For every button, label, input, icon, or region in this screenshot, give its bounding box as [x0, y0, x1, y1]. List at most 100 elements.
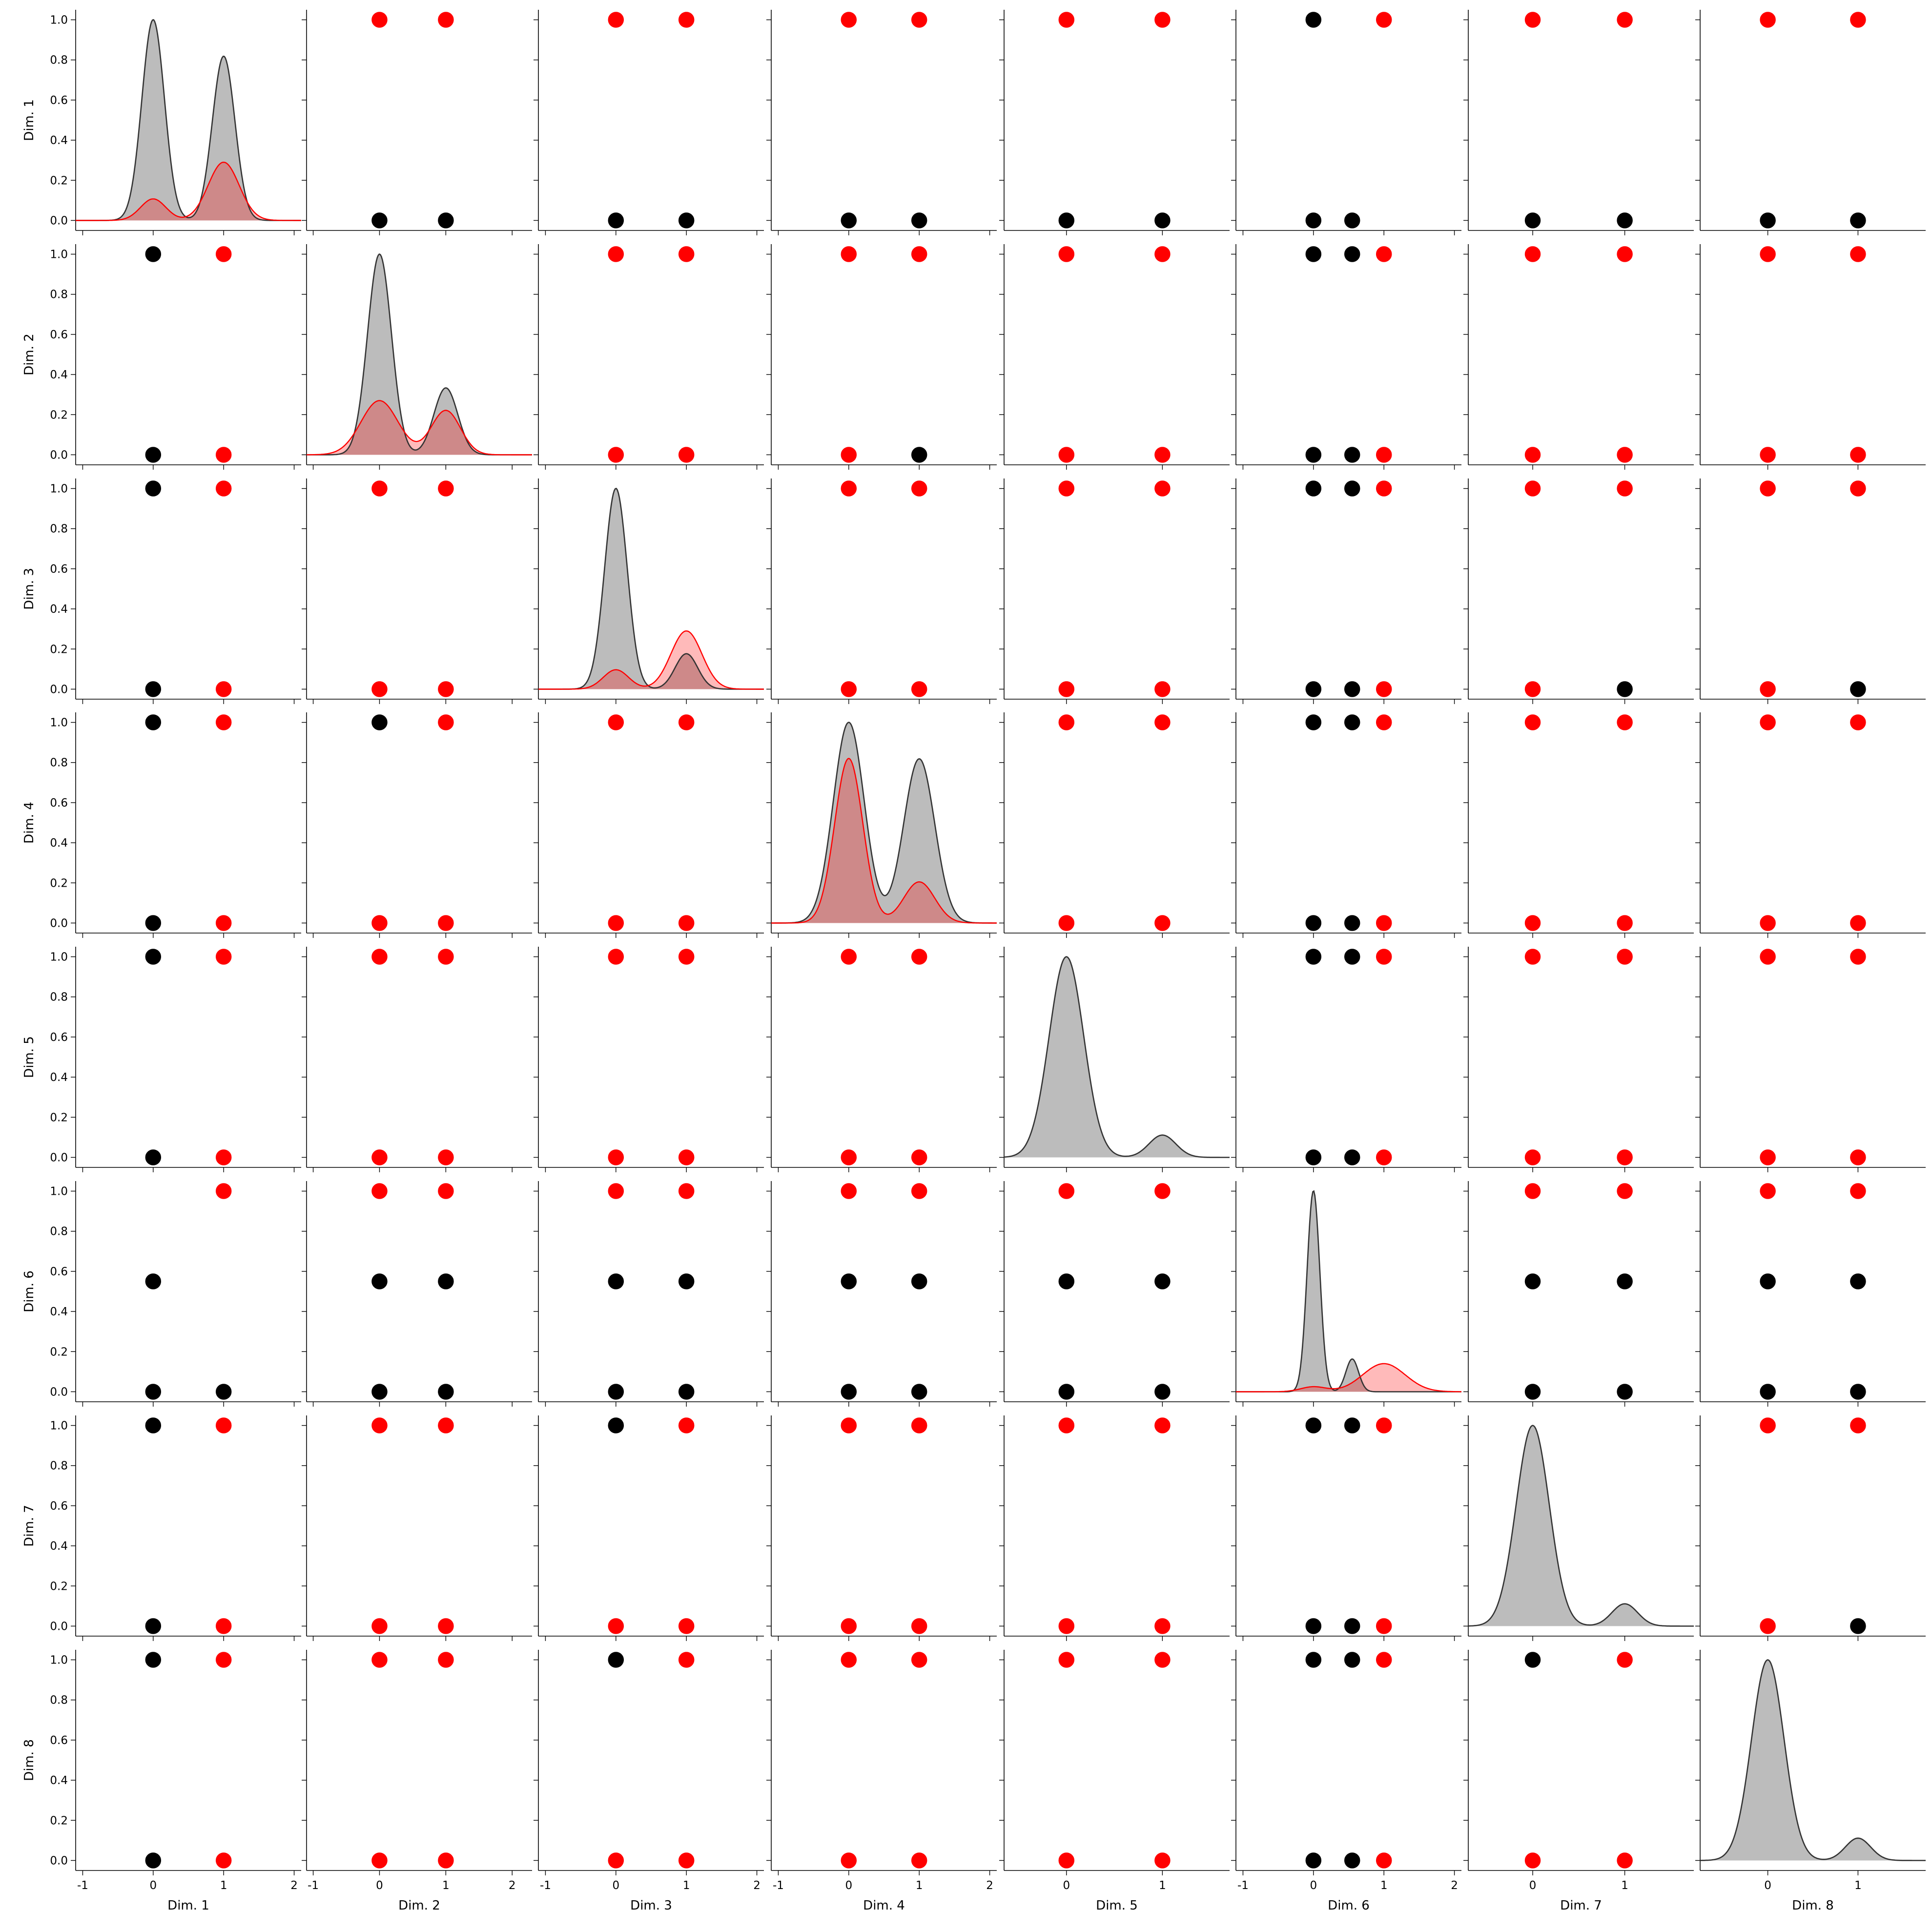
kde-fill-black [1700, 1660, 1926, 1861]
scatter-point-black [1058, 1383, 1075, 1401]
panel-r8-c8: 0 1 Dim. 8 [1695, 1650, 1926, 1913]
panel-r5-c4 [766, 947, 997, 1172]
y-axis-label: Dim. 1 [22, 99, 37, 141]
scatter-point-black [1305, 1416, 1322, 1434]
scatter-point-black [1616, 211, 1634, 229]
panel-r8-c5: 0 1 Dim. 5 [999, 1650, 1230, 1913]
x-axis-label: Dim. 3 [630, 1898, 672, 1913]
scatter-point-red [1153, 479, 1172, 498]
y-tick-label: 1.0 [50, 483, 68, 496]
scatter-point-red [437, 1651, 455, 1669]
scatter-point-red [1524, 245, 1541, 263]
scatter-point-black [910, 211, 928, 229]
scatter-point-red [1375, 948, 1393, 966]
scatter-point-red [370, 1617, 389, 1635]
kde-line-red [1236, 1363, 1461, 1392]
scatter-point-black [370, 211, 389, 229]
panel-r1-c5 [999, 10, 1230, 235]
scatter-point-red [678, 948, 695, 966]
panel-r1-c1: 0.0 0.2 0.4 0.6 0.8 1.0 Dim. 1 [22, 10, 301, 235]
scatter-point-red [678, 1182, 695, 1200]
scatter-point-red [1616, 914, 1634, 932]
x-axis-label: Dim. 4 [863, 1898, 905, 1913]
scatter-point-red [910, 479, 928, 498]
scatter-point-red [437, 948, 455, 966]
kde-fill-red [1236, 1363, 1461, 1392]
scatter-point-red [370, 1851, 389, 1870]
scatter-point-black [607, 1416, 625, 1434]
scatter-point-red [1616, 1148, 1634, 1166]
kde-line-black [538, 488, 764, 690]
scatter-point-red [1524, 948, 1541, 966]
scatter-point-red [607, 11, 625, 29]
scatter-point-red [1524, 680, 1541, 698]
scatter-point-black [144, 680, 162, 698]
scatter-point-red [840, 446, 858, 464]
panel-r1-c7 [1463, 10, 1694, 235]
scatter-point-red [1616, 948, 1634, 966]
panel-r4-c7 [1463, 712, 1694, 938]
scatter-point-black [1849, 680, 1867, 698]
scatter-point-black [144, 1651, 162, 1669]
scatter-point-red [1058, 245, 1075, 263]
scatter-point-red [1849, 245, 1867, 263]
scatter-point-red [1849, 1148, 1867, 1166]
scatter-point-black [1153, 211, 1172, 229]
scatter-point-black [1849, 211, 1867, 229]
scatter-point-red [370, 914, 389, 932]
scatter-point-red [840, 948, 858, 966]
scatter-point-black [1305, 713, 1322, 731]
scatter-point-red [437, 1851, 455, 1870]
y-axis-label: Dim. 2 [22, 333, 37, 375]
panel-r7-c8 [1695, 1415, 1926, 1641]
scatter-point-red [1849, 1182, 1867, 1200]
scatter-point-red [215, 680, 232, 698]
scatter-point-black [1343, 211, 1361, 229]
kde-fill-red [76, 162, 301, 221]
scatter-point-red [1375, 446, 1393, 464]
x-tick-label: -1 [1237, 1879, 1249, 1892]
y-tick-label: 0.6 [50, 797, 68, 810]
panel-r8-c2: -1 0 1 2 Dim. 2 [302, 1650, 532, 1913]
y-tick-label: 0.8 [50, 54, 68, 67]
scatter-point-black [1305, 948, 1322, 966]
panel-r2-c7 [1463, 244, 1694, 470]
scatter-point-red [370, 948, 389, 966]
panel-r7-c5 [999, 1415, 1230, 1641]
scatter-point-red [840, 1148, 858, 1166]
panel-r4-c5 [999, 712, 1230, 938]
x-axis-label: Dim. 1 [167, 1898, 209, 1913]
panel-r6-c5 [999, 1181, 1230, 1407]
panel-r6-c6 [1231, 1181, 1461, 1407]
y-tick-label: 1.0 [50, 717, 68, 729]
x-axis-label: Dim. 7 [1560, 1898, 1602, 1913]
panel-r7-c4 [766, 1415, 997, 1641]
scatter-point-red [1849, 446, 1867, 464]
y-tick-label: 0.4 [50, 1306, 68, 1318]
scatter-point-black [840, 1383, 858, 1401]
y-tick-label: 0.0 [50, 1854, 68, 1867]
scatter-point-black [910, 1383, 928, 1401]
panel-r5-c1: 0.0 0.2 0.4 0.6 0.8 1.0 Dim. 5 [22, 947, 301, 1172]
scatter-point-red [1375, 713, 1393, 731]
panel-r1-c8 [1695, 10, 1926, 235]
scatter-point-black [840, 211, 858, 229]
scatter-point-red [370, 1416, 389, 1434]
scatter-point-red [607, 1148, 625, 1166]
scatter-point-black [1524, 1383, 1541, 1401]
scatter-point-black [1759, 1383, 1777, 1401]
scatter-point-black [1759, 1272, 1777, 1290]
scatter-point-black [678, 1272, 695, 1290]
scatter-point-red [678, 446, 695, 464]
scatter-point-black [1058, 1272, 1075, 1290]
scatter-point-red [370, 1651, 389, 1669]
x-tick-label: 1 [1621, 1879, 1628, 1892]
scatter-point-red [1759, 680, 1777, 698]
scatter-point-red [437, 1182, 455, 1200]
scatter-point-red [1849, 914, 1867, 932]
panel-r1-c2 [302, 10, 532, 235]
x-tick-label: 1 [1854, 1879, 1862, 1892]
scatter-point-red [215, 914, 232, 932]
scatter-point-black [144, 1272, 162, 1290]
